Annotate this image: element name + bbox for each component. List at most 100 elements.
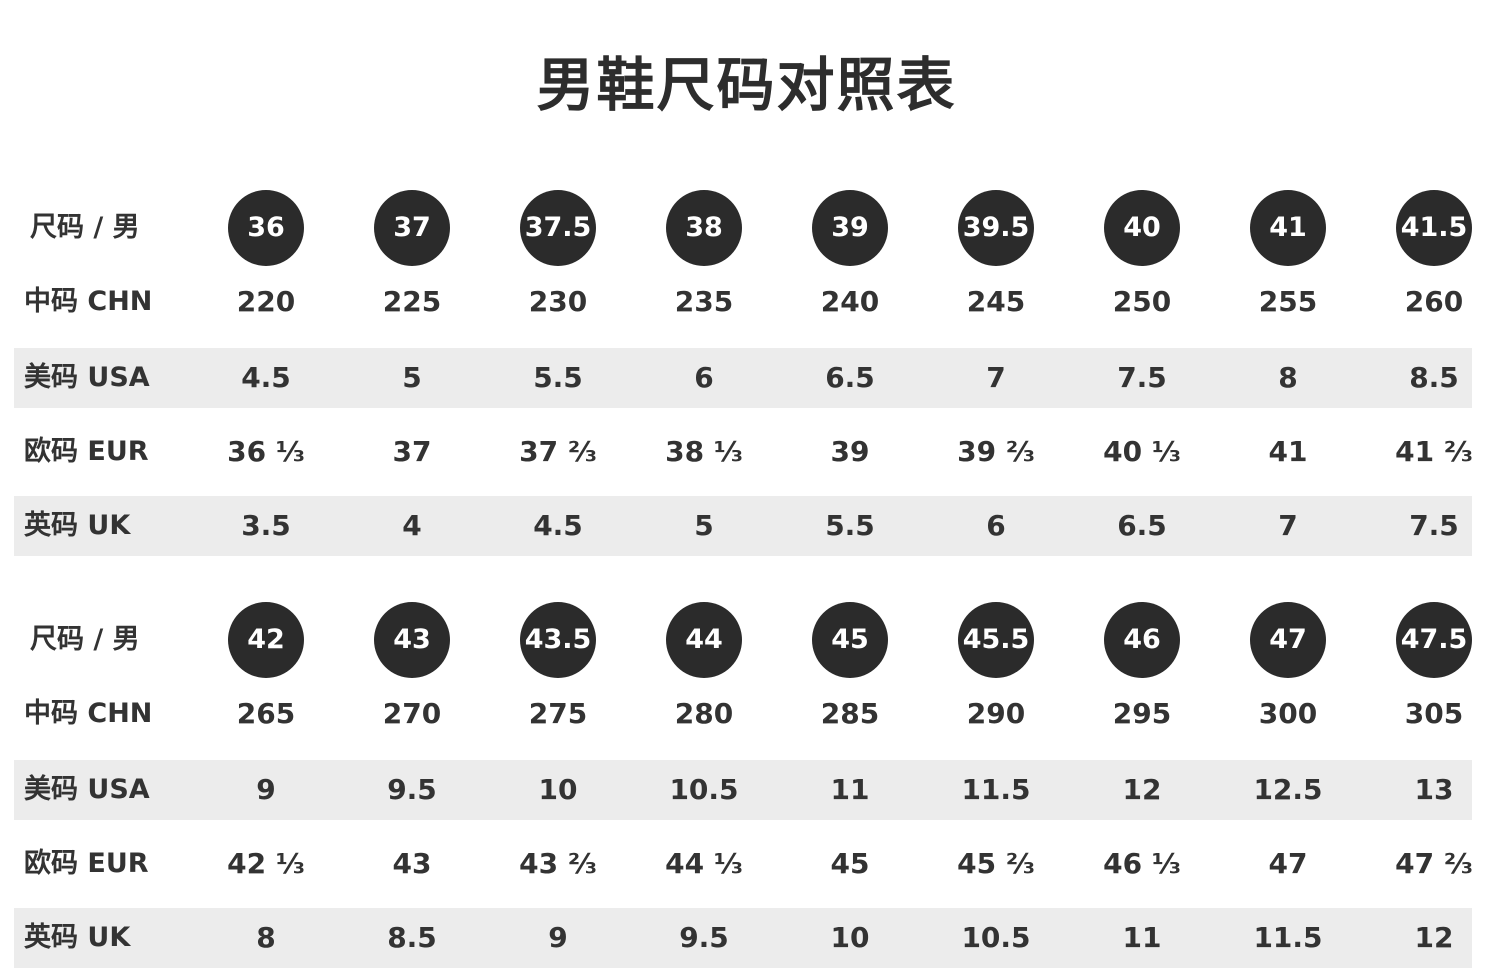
- table-cell: 6: [694, 361, 714, 394]
- size-circle: 38: [666, 190, 742, 266]
- size-row-label: 尺码 / 男: [30, 624, 140, 655]
- size-circle: 44: [666, 602, 742, 678]
- table-cell: 39 ⅔: [957, 435, 1035, 468]
- table-cell: 41: [1268, 435, 1308, 468]
- table-cell: 11: [1122, 921, 1162, 954]
- row-label: 欧码 EUR: [24, 848, 149, 879]
- table-cell: 265: [236, 697, 296, 730]
- table-cell: 44 ⅓: [665, 847, 743, 880]
- table-cell: 5.5: [533, 361, 583, 394]
- table-cell: 4: [402, 509, 422, 542]
- table-cell: 13: [1414, 773, 1454, 806]
- table-cell: 280: [674, 697, 734, 730]
- table-cell: 235: [674, 285, 734, 318]
- table-cell: 7.5: [1117, 361, 1167, 394]
- table-cell: 45: [830, 847, 870, 880]
- table-cell: 230: [528, 285, 588, 318]
- size-circle: 43.5: [520, 602, 596, 678]
- table-cell: 47: [1268, 847, 1308, 880]
- table-cell: 37 ⅔: [519, 435, 597, 468]
- table-row: 美码 USA 4.5 5 5.5 6 6.5 7 7.5 8 8.5: [14, 348, 1472, 408]
- size-row-label: 尺码 / 男: [30, 212, 140, 243]
- table-cell: 5: [402, 361, 422, 394]
- size-circle: 45.5: [958, 602, 1034, 678]
- table-cell: 245: [966, 285, 1026, 318]
- table-cell: 290: [966, 697, 1026, 730]
- table-cell: 8: [1278, 361, 1298, 394]
- size-circle: 41: [1250, 190, 1326, 266]
- size-circle: 37.5: [520, 190, 596, 266]
- table-cell: 9.5: [679, 921, 729, 954]
- table-cell: 37: [392, 435, 432, 468]
- table-cell: 9.5: [387, 773, 437, 806]
- size-circle: 41.5: [1396, 190, 1472, 266]
- table-row: 欧码 EUR 42 ⅓ 43 43 ⅔ 44 ⅓ 45 45 ⅔ 46 ⅓ 47 47 ⅔: [14, 834, 1473, 894]
- table-row: 欧码 EUR 36 ⅓ 37 37 ⅔ 38 ⅓ 39 39 ⅔ 40 ⅓ 41 41 ⅔: [14, 422, 1473, 482]
- size-circle: 36: [228, 190, 304, 266]
- table-cell: 12: [1414, 921, 1454, 954]
- table-cell: 47 ⅔: [1395, 847, 1473, 880]
- table-cell: 4.5: [533, 509, 583, 542]
- table-cell: 295: [1112, 697, 1172, 730]
- size-circle: 47.5: [1396, 602, 1472, 678]
- table-cell: 38 ⅓: [665, 435, 743, 468]
- row-label: 英码 UK: [24, 922, 131, 953]
- table-cell: 43 ⅔: [519, 847, 597, 880]
- table-cell: 9: [256, 773, 276, 806]
- table-cell: 5.5: [825, 509, 875, 542]
- table-cell: 7: [986, 361, 1006, 394]
- size-circle: 39: [812, 190, 888, 266]
- table-cell: 45 ⅔: [957, 847, 1035, 880]
- table-cell: 46 ⅓: [1103, 847, 1181, 880]
- size-row: 尺码 / 男 36 37 37.5 38 39 39.5 40 41 41.5: [14, 190, 1472, 266]
- table-cell: 240: [820, 285, 880, 318]
- table-cell: 7.5: [1409, 509, 1459, 542]
- table-cell: 6: [986, 509, 1006, 542]
- table-row: 美码 USA 9 9.5 10 10.5 11 11.5 12 12.5 13: [14, 760, 1472, 820]
- table-cell: 7: [1278, 509, 1298, 542]
- table-cell: 10: [538, 773, 578, 806]
- row-label: 欧码 EUR: [24, 436, 149, 467]
- size-circle: 45: [812, 602, 888, 678]
- table-cell: 11: [830, 773, 870, 806]
- table-row: 英码 UK 3.5 4 4.5 5 5.5 6 6.5 7 7.5: [14, 496, 1472, 556]
- table-cell: 270: [382, 697, 442, 730]
- size-circle: 37: [374, 190, 450, 266]
- size-circle: 43: [374, 602, 450, 678]
- table-cell: 11.5: [1253, 921, 1323, 954]
- table-cell: 275: [528, 697, 588, 730]
- table-cell: 6.5: [825, 361, 875, 394]
- table-cell: 12: [1122, 773, 1162, 806]
- table-cell: 36 ⅓: [227, 435, 305, 468]
- row-label: 中码 CHN: [24, 286, 153, 317]
- table-cell: 8.5: [387, 921, 437, 954]
- table-cell: 40 ⅓: [1103, 435, 1181, 468]
- table-cell: 300: [1258, 697, 1318, 730]
- table-cell: 10.5: [961, 921, 1031, 954]
- table-cell: 285: [820, 697, 880, 730]
- table-cell: 260: [1404, 285, 1464, 318]
- size-circle: 47: [1250, 602, 1326, 678]
- table-cell: 12.5: [1253, 773, 1323, 806]
- size-circle: 39.5: [958, 190, 1034, 266]
- table-cell: 43: [392, 847, 432, 880]
- table-cell: 250: [1112, 285, 1172, 318]
- table-row: 英码 UK 8 8.5 9 9.5 10 10.5 11 11.5 12: [14, 908, 1472, 968]
- table-cell: 10: [830, 921, 870, 954]
- table-cell: 4.5: [241, 361, 291, 394]
- size-row: 尺码 / 男 42 43 43.5 44 45 45.5 46 47 47.5: [14, 602, 1472, 678]
- table-cell: 305: [1404, 697, 1464, 730]
- row-label: 中码 CHN: [24, 698, 153, 729]
- size-circle: 40: [1104, 190, 1180, 266]
- table-row: 中码 CHN 220 225 230 235 240 245 250 255 260: [14, 272, 1472, 332]
- table-cell: 41 ⅔: [1395, 435, 1473, 468]
- table-cell: 220: [236, 285, 296, 318]
- table-cell: 39: [830, 435, 870, 468]
- table-cell: 10.5: [669, 773, 739, 806]
- table-cell: 225: [382, 285, 442, 318]
- table-row: 中码 CHN 265 270 275 280 285 290 295 300 305: [14, 684, 1472, 744]
- row-label: 美码 USA: [24, 362, 150, 393]
- table-cell: 255: [1258, 285, 1318, 318]
- table-cell: 8: [256, 921, 276, 954]
- size-circle: 46: [1104, 602, 1180, 678]
